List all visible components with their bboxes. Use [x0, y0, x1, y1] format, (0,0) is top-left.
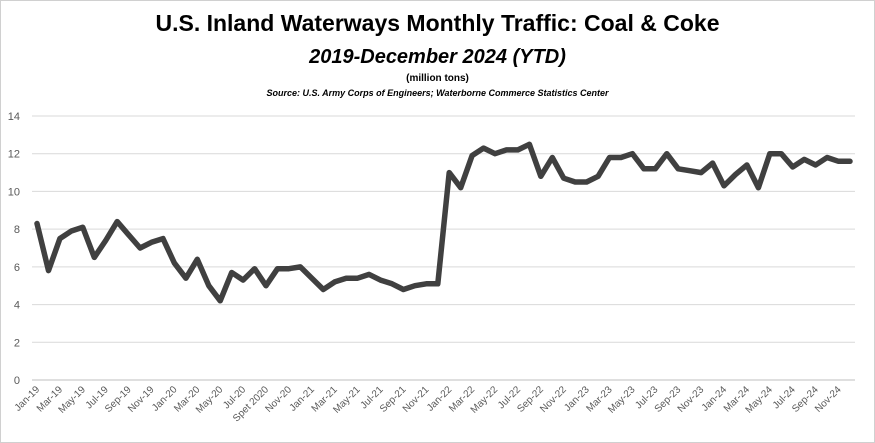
y-tick-label: 10	[8, 186, 20, 198]
x-tick-label: Nov-23	[676, 384, 707, 415]
x-tick-label: Nov-20	[263, 384, 294, 415]
series-line	[34, 141, 853, 304]
x-tick-label: Nov-22	[538, 384, 569, 415]
chart-units: (million tons)	[406, 73, 469, 84]
x-tick-label: Nov-24	[813, 384, 844, 415]
y-tick-label: 0	[14, 375, 20, 387]
chart-title: U.S. Inland Waterways Monthly Traffic: C…	[155, 10, 720, 36]
y-axis-ticks: 0 2 4 6 8 10 12 14	[8, 111, 20, 387]
gridlines	[32, 115, 855, 381]
y-tick-label: 12	[8, 149, 20, 161]
chart-subtitle: 2019-December 2024 (YTD)	[309, 46, 566, 68]
x-axis-ticks: Jan-19Mar-19May-19Jul-19Sep-19Nov-19Jan-…	[13, 384, 844, 424]
x-tick-label: Nov-21	[401, 384, 432, 415]
y-tick-label: 2	[14, 337, 20, 349]
x-tick-label: Nov-19	[126, 384, 157, 415]
series-layer	[34, 141, 853, 304]
y-tick-label: 6	[14, 262, 20, 274]
chart-source: Source: U.S. Army Corps of Engineers; Wa…	[266, 88, 609, 98]
y-tick-label: 8	[14, 224, 20, 236]
y-tick-label: 4	[14, 300, 20, 312]
y-tick-label: 14	[8, 111, 20, 123]
